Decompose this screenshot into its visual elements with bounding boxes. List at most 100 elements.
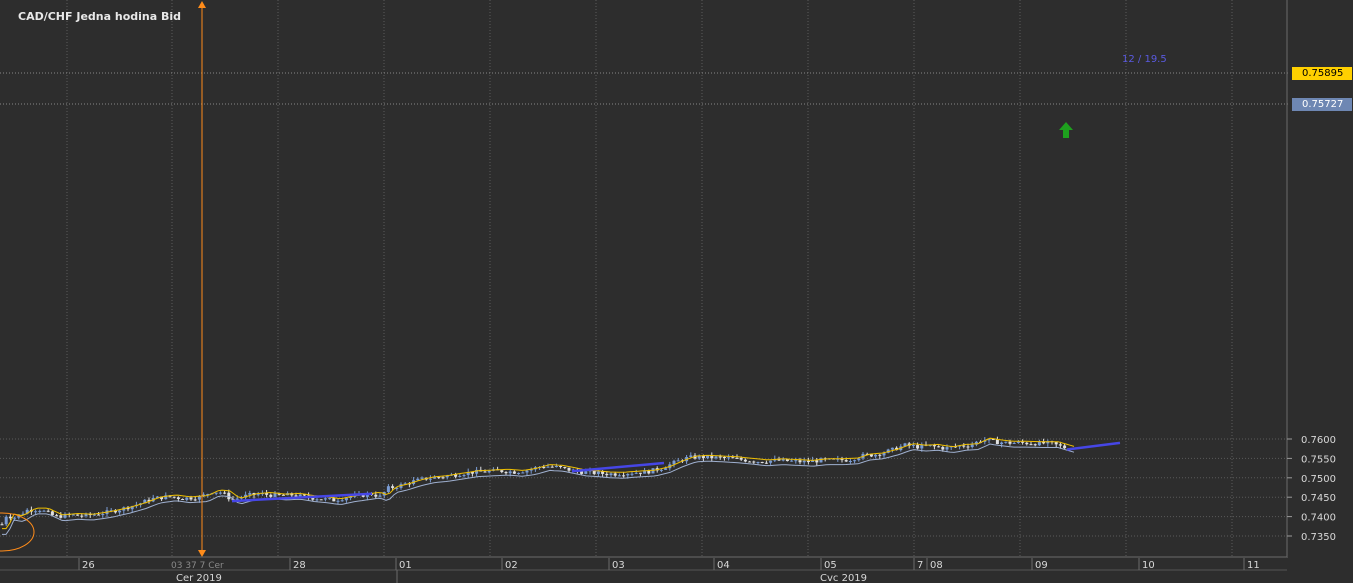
candle bbox=[63, 512, 67, 519]
candle bbox=[172, 496, 176, 499]
fib-ellipse[interactable] bbox=[0, 512, 35, 552]
y-tick-label: 0.7500 bbox=[1301, 474, 1336, 485]
candle bbox=[743, 458, 747, 463]
candle-body bbox=[55, 515, 59, 517]
candle-body bbox=[630, 473, 634, 475]
candle bbox=[193, 496, 197, 502]
candle bbox=[727, 454, 731, 461]
candle bbox=[122, 506, 126, 514]
candle bbox=[286, 491, 290, 496]
trend-line-2[interactable] bbox=[1066, 441, 1121, 451]
trend-line-1[interactable] bbox=[571, 461, 665, 473]
candle-body bbox=[659, 469, 663, 471]
candle bbox=[840, 456, 844, 463]
trend-lines[interactable] bbox=[231, 441, 1121, 503]
x-tick-label: 11 bbox=[1247, 560, 1260, 571]
trend-line-0[interactable] bbox=[231, 492, 373, 503]
candle-body bbox=[269, 494, 273, 497]
candle-body bbox=[869, 454, 873, 457]
candle bbox=[55, 513, 59, 517]
candle-body bbox=[231, 499, 235, 501]
candle bbox=[223, 490, 227, 495]
candle-body bbox=[294, 495, 298, 497]
x-tick-label: 28 bbox=[293, 560, 306, 571]
candle-body bbox=[974, 441, 978, 445]
candle-body bbox=[160, 496, 164, 500]
candle-body bbox=[622, 475, 626, 477]
candle bbox=[617, 473, 621, 477]
candle bbox=[42, 509, 46, 512]
candle bbox=[546, 463, 550, 468]
x-tick-label: 03 bbox=[612, 560, 625, 571]
candle bbox=[525, 469, 529, 476]
candle-body bbox=[962, 445, 966, 447]
candle-body bbox=[206, 494, 210, 496]
candle bbox=[651, 468, 655, 474]
candle-body bbox=[428, 478, 432, 480]
candle-body bbox=[563, 467, 567, 469]
candle-body bbox=[336, 500, 340, 502]
candle-body bbox=[865, 453, 869, 455]
candle-body bbox=[512, 471, 516, 474]
candle-body bbox=[25, 509, 29, 514]
candle bbox=[878, 454, 882, 459]
candle-body bbox=[176, 497, 180, 500]
candle bbox=[987, 438, 991, 444]
candle-body bbox=[391, 486, 395, 488]
candle bbox=[378, 493, 382, 498]
candle-body bbox=[941, 447, 945, 450]
candle-body bbox=[958, 445, 962, 447]
candle-body bbox=[743, 459, 747, 462]
candle-body bbox=[63, 513, 67, 518]
candle-body bbox=[853, 460, 857, 462]
candle-body bbox=[739, 457, 743, 460]
candle bbox=[441, 476, 445, 480]
candle-body bbox=[878, 454, 882, 456]
candle-body bbox=[101, 514, 105, 516]
month-label: Cvc 2019 bbox=[820, 573, 867, 583]
candle-body bbox=[542, 466, 546, 468]
candle-body bbox=[592, 470, 596, 474]
candle bbox=[764, 460, 768, 464]
candle bbox=[937, 445, 941, 448]
candle-body bbox=[613, 473, 617, 476]
candle bbox=[1004, 441, 1008, 444]
candle bbox=[689, 452, 693, 458]
candle bbox=[706, 455, 710, 460]
candle-body bbox=[811, 460, 815, 462]
candle bbox=[798, 457, 802, 465]
candle bbox=[521, 471, 525, 474]
candle-body bbox=[164, 495, 168, 500]
candle bbox=[962, 443, 966, 449]
candle bbox=[256, 491, 260, 497]
candle bbox=[676, 457, 680, 462]
price-axis[interactable]: 0.7600 0.7550 0.7500 0.7450 0.7400 0.7350 bbox=[1287, 435, 1336, 543]
candle bbox=[714, 455, 718, 460]
candle bbox=[147, 497, 151, 504]
candle bbox=[151, 494, 155, 503]
candle bbox=[911, 442, 915, 449]
candle-body bbox=[113, 510, 117, 513]
candle-body bbox=[517, 472, 521, 474]
candle-body bbox=[554, 466, 558, 468]
time-axis-labels: 26 28 01 02 03 04 05 7 08 09 10 11 Cer 2019 Cvc 2019 bbox=[78, 558, 1260, 583]
candle-body bbox=[143, 499, 147, 504]
candle bbox=[874, 453, 878, 459]
candle-body bbox=[38, 510, 42, 512]
candle-body bbox=[475, 469, 479, 474]
candle bbox=[491, 467, 495, 472]
candle-body bbox=[1042, 441, 1046, 444]
candle bbox=[1033, 443, 1037, 447]
candle-body bbox=[995, 439, 999, 445]
candle-body bbox=[227, 492, 231, 500]
candle-body bbox=[798, 460, 802, 463]
vertical-marker-label: 03 37 7 Cer bbox=[171, 561, 224, 571]
candle-body bbox=[277, 493, 281, 495]
x-tick-label: 7 bbox=[917, 560, 923, 571]
candle bbox=[550, 465, 554, 468]
candle-body bbox=[714, 456, 718, 459]
candle-body bbox=[323, 498, 327, 500]
candle-body bbox=[945, 447, 949, 450]
candle-body bbox=[185, 497, 189, 500]
